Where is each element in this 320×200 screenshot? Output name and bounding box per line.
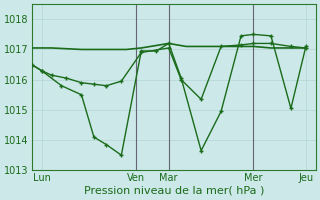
X-axis label: Pression niveau de la mer( hPa ): Pression niveau de la mer( hPa ) xyxy=(84,186,264,196)
